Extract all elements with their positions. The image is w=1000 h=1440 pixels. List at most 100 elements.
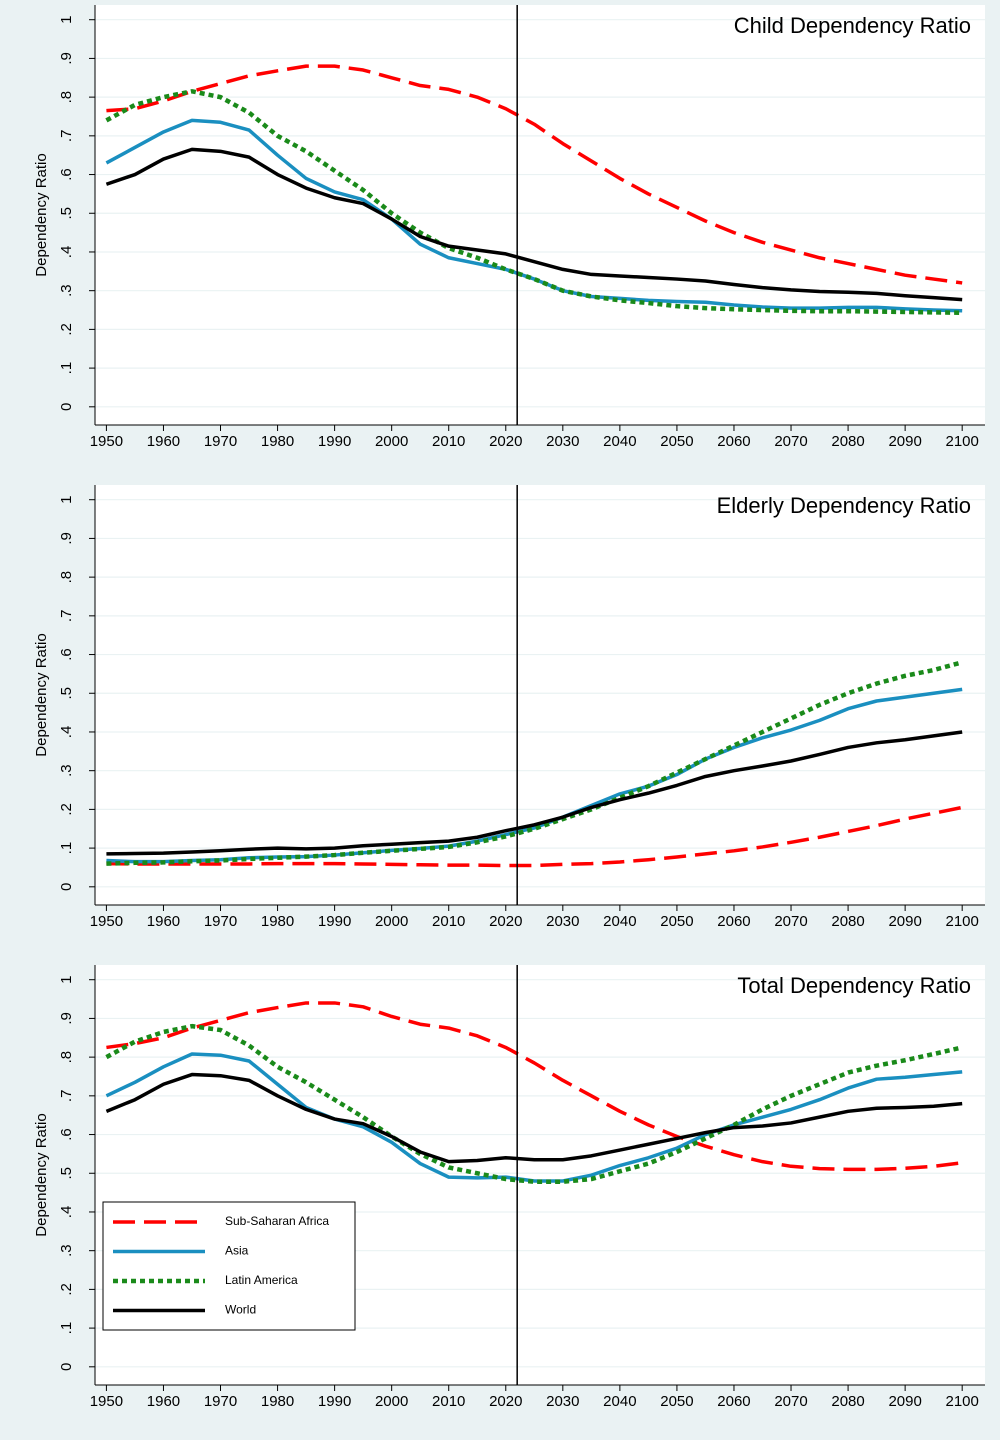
x-tick-label: 2020: [489, 1393, 522, 1410]
panel: 0 .1 .2 .3 .4 .5 .6 .7 .8 .9 1 1950 1960 1970 1980 1990…: [33, 965, 985, 1410]
y-tick-label: .6: [58, 168, 75, 181]
series-line: [105, 118, 963, 313]
x-tick-label: 2090: [888, 433, 921, 450]
x-tick-label: 2000: [375, 433, 408, 450]
x-tick-label: 2040: [603, 913, 636, 930]
x-tick-label: 1950: [90, 433, 123, 450]
y-tick-label: .7: [58, 1090, 75, 1103]
y-tick-label: .7: [58, 130, 75, 143]
y-axis-title: Dependency Ratio: [33, 1113, 50, 1236]
x-tick-label: 2050: [660, 913, 693, 930]
y-tick-label: .2: [58, 323, 75, 336]
y-tick-label: .9: [58, 52, 75, 65]
y-tick-label: .1: [58, 842, 75, 855]
y-tick-label: .9: [58, 1012, 75, 1025]
x-tick-label: 1970: [204, 433, 237, 450]
y-tick-label: .2: [58, 803, 75, 816]
y-tick-label: .7: [58, 610, 75, 623]
legend-label: Latin America: [225, 1273, 298, 1287]
x-tick-label: 2020: [489, 913, 522, 930]
series-line: [105, 89, 963, 315]
y-tick-label: .8: [58, 91, 75, 104]
x-tick-label: 2080: [831, 1393, 864, 1410]
legend-label: Asia: [225, 1244, 249, 1258]
x-tick-label: 1980: [261, 433, 294, 450]
x-tick-label: 1950: [90, 1393, 123, 1410]
x-tick-label: 1970: [204, 913, 237, 930]
x-tick-label: 2000: [375, 1393, 408, 1410]
y-tick-label: 0: [58, 883, 75, 891]
series-line: [106, 660, 963, 866]
series-line: [106, 687, 963, 864]
y-tick-label: .6: [58, 1128, 75, 1141]
x-tick-label: 2040: [603, 1393, 636, 1410]
y-tick-label: .4: [58, 246, 75, 259]
x-tick-label: 1960: [147, 913, 180, 930]
x-tick-label: 2060: [717, 913, 750, 930]
y-axis-title: Dependency Ratio: [33, 153, 50, 276]
y-tick-label: .3: [58, 1244, 75, 1257]
chart-title: Child Dependency Ratio: [734, 13, 971, 38]
x-tick-label: 2080: [831, 913, 864, 930]
x-tick-label: 2070: [774, 913, 807, 930]
x-tick-label: 2070: [774, 433, 807, 450]
y-tick-label: .8: [58, 571, 75, 584]
x-tick-label: 2010: [432, 913, 465, 930]
legend-label: World: [225, 1303, 256, 1317]
x-tick-label: 2100: [945, 913, 978, 930]
y-axis-title: Dependency Ratio: [33, 633, 50, 756]
y-tick-label: 1: [58, 976, 75, 984]
y-tick-label: 0: [58, 403, 75, 411]
x-tick-label: 2100: [945, 433, 978, 450]
y-tick-label: 1: [58, 496, 75, 504]
series-line: [106, 1001, 963, 1172]
y-tick-label: .2: [58, 1283, 75, 1296]
x-tick-label: 1990: [318, 433, 351, 450]
x-tick-label: 2040: [603, 433, 636, 450]
x-tick-label: 2070: [774, 1393, 807, 1410]
y-tick-label: 0: [58, 1363, 75, 1371]
x-tick-label: 2090: [888, 1393, 921, 1410]
y-tick-label: .5: [58, 687, 75, 700]
series-line: [106, 805, 963, 868]
y-tick-label: .1: [58, 1322, 75, 1335]
x-tick-label: 2080: [831, 433, 864, 450]
series-line: [105, 1072, 963, 1164]
series-line: [106, 64, 963, 285]
y-tick-label: .6: [58, 648, 75, 661]
y-tick-label: .1: [58, 362, 75, 375]
y-tick-label: .5: [58, 207, 75, 220]
series-line: [106, 730, 963, 856]
x-tick-label: 2030: [546, 913, 579, 930]
panel: 0 .1 .2 .3 .4 .5 .6 .7 .8 .9 1 1950 1960 1970 1980 1990…: [33, 5, 985, 450]
x-tick-label: 2100: [945, 1393, 978, 1410]
x-tick-label: 2050: [660, 433, 693, 450]
x-tick-label: 2060: [717, 1393, 750, 1410]
x-tick-label: 1990: [318, 913, 351, 930]
x-tick-label: 2010: [432, 433, 465, 450]
x-tick-label: 2090: [888, 913, 921, 930]
y-tick-label: .4: [58, 1206, 75, 1219]
x-tick-label: 1960: [147, 1393, 180, 1410]
x-tick-label: 1980: [261, 913, 294, 930]
y-tick-label: .5: [58, 1167, 75, 1180]
x-tick-label: 2030: [546, 433, 579, 450]
y-tick-label: 1: [58, 16, 75, 24]
plot-area: [95, 5, 985, 425]
x-tick-label: 1950: [90, 913, 123, 930]
chart-title: Elderly Dependency Ratio: [717, 493, 971, 518]
y-tick-label: .3: [58, 764, 75, 777]
x-tick-label: 1990: [318, 1393, 351, 1410]
y-tick-label: .8: [58, 1051, 75, 1064]
x-tick-label: 2050: [660, 1393, 693, 1410]
x-tick-label: 1970: [204, 1393, 237, 1410]
series-line: [105, 147, 963, 302]
x-tick-label: 2060: [717, 433, 750, 450]
chart-title: Total Dependency Ratio: [737, 973, 971, 998]
x-tick-label: 1960: [147, 433, 180, 450]
x-tick-label: 1980: [261, 1393, 294, 1410]
x-tick-label: 2010: [432, 1393, 465, 1410]
y-tick-label: .4: [58, 726, 75, 739]
panel: 0 .1 .2 .3 .4 .5 .6 .7 .8 .9 1 1950 1960 1970 1980 1990…: [33, 485, 985, 930]
